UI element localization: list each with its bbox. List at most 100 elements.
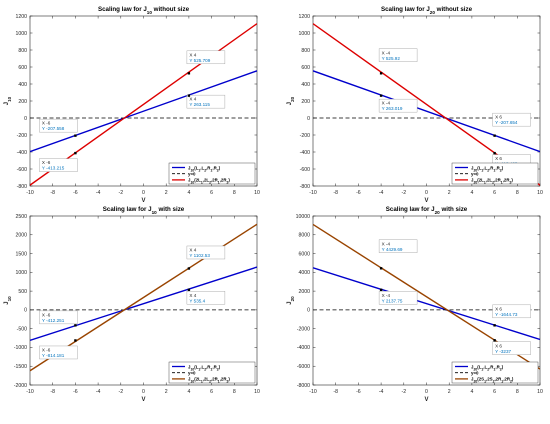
legend-arg: ,2R (494, 377, 502, 382)
legend-base: J (188, 364, 191, 369)
chart-title: Scaling law for J20 without size (381, 6, 473, 15)
legend-arg: 2 (500, 367, 502, 371)
y-tick-label: 1000 (15, 270, 27, 276)
x-tick-label: 10 (537, 389, 543, 395)
datatip: X -6Y -413.215 (39, 151, 78, 172)
chart-panel-2: -10 -8 -6 -4 -2 0 2 4 6 8 10 -800 -600 -400 -200 0 200 40… (287, 6, 543, 204)
y-axis-label-main: J (287, 301, 293, 304)
legend-arg: 1 (218, 181, 220, 185)
legend-arg: 1 (493, 168, 495, 172)
y-axis-label-sub: 20 (290, 296, 295, 302)
chart-title: Scaling law for J10 without size (98, 6, 190, 15)
legend-arg: 1 (501, 181, 503, 185)
chart-title-tail: with size (157, 206, 185, 213)
legend-arg: 1 (198, 367, 200, 371)
legend-arg: ,2S (486, 377, 493, 382)
legend-sub: 10 (190, 380, 194, 384)
legend-sub: 20 (473, 181, 477, 185)
legend-arg: ,2R (503, 377, 511, 382)
chart-title-sub: 20 (435, 210, 441, 215)
x-tick-label: -4 (96, 190, 101, 196)
chart-title-tail: without size (152, 6, 190, 13)
datatip-box (378, 291, 418, 305)
legend-arg: 2 (217, 168, 219, 172)
y-tick-label: -1000 (14, 345, 27, 351)
y-axis-label-sub: 10 (7, 296, 12, 302)
datatip: X -4Y 525.92 (378, 48, 418, 75)
y-tick-label: -400 (17, 150, 27, 156)
x-tick-label: 2 (165, 190, 168, 196)
datatip: X -4Y 2137.75 (378, 288, 418, 305)
datatip: X 4Y 1102.53 (186, 245, 226, 270)
legend-arg: ,R (212, 364, 217, 369)
datatip-x: X -4 (382, 241, 391, 246)
y-tick-label: 500 (18, 289, 27, 295)
y-tick-label: 400 (18, 82, 27, 88)
y-tick-label: -4000 (297, 345, 310, 351)
datatip-x: X -6 (42, 312, 51, 317)
datatip-x: X -4 (382, 293, 391, 298)
chart-panel-1: -10 -8 -6 -4 -2 0 2 4 6 8 10 -800 -600 -400 -200 0 200 40… (4, 6, 260, 204)
series-line-j-scaled (30, 23, 257, 186)
legend-arg: (L (194, 364, 198, 369)
datatip-y: Y 525.92 (382, 56, 401, 61)
legend-text: y=0 (188, 172, 196, 177)
x-tick-label: 8 (233, 190, 236, 196)
legend-arg: ,2R (220, 377, 228, 382)
legend-base: J (471, 364, 474, 369)
y-tick-label: 4000 (298, 270, 310, 276)
y-tick-label: -200 (17, 133, 27, 139)
legend-entry: y=0 (188, 172, 196, 177)
datatip-y: Y 1102.53 (189, 253, 210, 258)
datatip: X -6Y -814.181 (39, 339, 78, 360)
series-line-j-base (30, 266, 257, 341)
datatip: X 6Y -207.654 (492, 112, 531, 137)
chart-title-main: Scaling law for J (381, 6, 430, 13)
x-tick-label: 0 (425, 190, 428, 196)
y-tick-label: -400 (300, 150, 310, 156)
x-tick-label: 10 (254, 190, 260, 196)
legend-arg: ,R (495, 364, 500, 369)
datatip-x: X -4 (382, 50, 391, 55)
datatip-marker (74, 324, 77, 327)
datatip: X 4Y 525.709 (186, 50, 226, 75)
legend-arg: 1 (484, 181, 486, 185)
legend-arg: 2 (209, 181, 211, 185)
legend-arg: 1 (201, 181, 203, 185)
x-tick-label: -2 (118, 389, 123, 395)
datatip-marker (74, 134, 77, 137)
datatip-x: X -6 (42, 347, 51, 352)
legend-arg: ) (219, 364, 221, 369)
y-tick-label: 1000 (15, 31, 27, 37)
x-tick-label: -2 (401, 190, 406, 196)
legend-arg: 2 (204, 168, 206, 172)
legend-arg: ,R (206, 165, 211, 170)
y-tick-label: 1500 (15, 251, 27, 257)
x-tick-label: -10 (309, 190, 317, 196)
y-tick-label: 400 (301, 82, 310, 88)
datatip: X -4Y 4429.69 (378, 239, 418, 270)
legend-arg: ,R (206, 364, 211, 369)
datatip-marker (379, 288, 383, 292)
datatip-box (492, 341, 531, 355)
y-tick-label: -8000 (297, 383, 310, 389)
chart-title-sub: 10 (152, 210, 158, 215)
x-tick-label: 6 (210, 389, 213, 395)
x-tick-label: 8 (516, 389, 519, 395)
y-axis-label: J10 (4, 96, 12, 105)
x-tick-label: 10 (254, 389, 260, 395)
datatip-box (378, 239, 418, 253)
x-tick-label: -10 (26, 389, 34, 395)
y-tick-label: 200 (301, 99, 310, 105)
y-tick-label: 800 (18, 48, 27, 54)
datatip-y: Y 2137.75 (382, 298, 403, 303)
legend-box (451, 162, 539, 185)
datatip-x: X 6 (495, 343, 502, 348)
legend-entry: J10(L1,L2,R1,R2) (188, 165, 221, 172)
legend-entry: y=0 (188, 371, 196, 376)
legend-sub: 10 (190, 168, 194, 172)
x-tick-label: 4 (470, 190, 473, 196)
y-tick-label: -6000 (297, 364, 310, 370)
